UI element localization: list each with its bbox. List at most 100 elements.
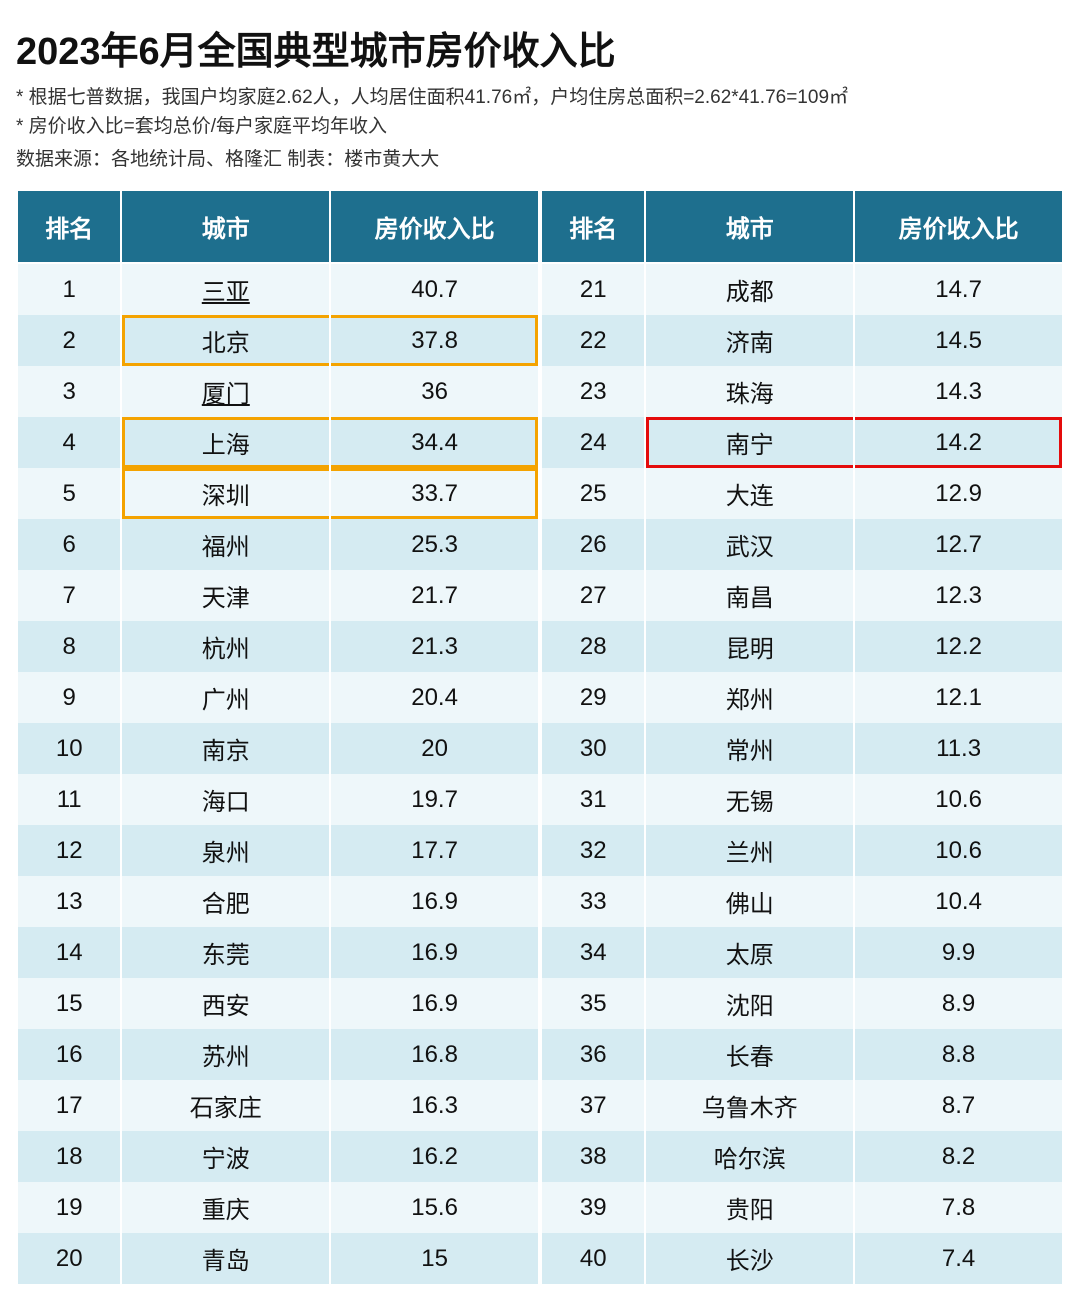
table-row: 19重庆15.6 <box>17 1182 539 1233</box>
cell-ratio: 12.3 <box>854 570 1063 621</box>
cell-city: 深圳 <box>121 468 330 519</box>
cell-rank: 12 <box>17 825 121 876</box>
cell-ratio: 8.7 <box>854 1080 1063 1131</box>
th-city: 城市 <box>121 190 330 263</box>
cell-ratio: 7.8 <box>854 1182 1063 1233</box>
cell-rank: 30 <box>541 723 645 774</box>
cell-ratio: 8.2 <box>854 1131 1063 1182</box>
cell-city: 上海 <box>121 417 330 468</box>
cell-ratio: 15.6 <box>330 1182 539 1233</box>
table-row: 4上海34.4 <box>17 417 539 468</box>
table-row: 1三亚40.7 <box>17 263 539 315</box>
cell-city: 沈阳 <box>645 978 854 1029</box>
cell-ratio: 20 <box>330 723 539 774</box>
cell-city: 武汉 <box>645 519 854 570</box>
table-row: 37乌鲁木齐8.7 <box>541 1080 1063 1131</box>
cell-rank: 25 <box>541 468 645 519</box>
cell-city: 南京 <box>121 723 330 774</box>
cell-city: 成都 <box>645 263 854 315</box>
cell-ratio: 14.7 <box>854 263 1063 315</box>
table-row: 14东莞16.9 <box>17 927 539 978</box>
cell-rank: 32 <box>541 825 645 876</box>
table-row: 32兰州10.6 <box>541 825 1063 876</box>
table-row: 36长春8.8 <box>541 1029 1063 1080</box>
cell-city: 长沙 <box>645 1233 854 1284</box>
table-row: 25大连12.9 <box>541 468 1063 519</box>
cell-rank: 4 <box>17 417 121 468</box>
cell-city: 哈尔滨 <box>645 1131 854 1182</box>
cell-city: 三亚 <box>121 263 330 315</box>
cell-rank: 19 <box>17 1182 121 1233</box>
table-right: 排名 城市 房价收入比 21成都14.722济南14.523珠海14.324南宁… <box>540 189 1064 1284</box>
cell-rank: 14 <box>17 927 121 978</box>
table-row: 5深圳33.7 <box>17 468 539 519</box>
cell-city: 苏州 <box>121 1029 330 1080</box>
cell-rank: 36 <box>541 1029 645 1080</box>
table-row: 40长沙7.4 <box>541 1233 1063 1284</box>
cell-city: 石家庄 <box>121 1080 330 1131</box>
cell-ratio: 16.9 <box>330 876 539 927</box>
cell-city: 南宁 <box>645 417 854 468</box>
cell-ratio: 33.7 <box>330 468 539 519</box>
cell-ratio: 20.4 <box>330 672 539 723</box>
cell-city: 杭州 <box>121 621 330 672</box>
table-row: 22济南14.5 <box>541 315 1063 366</box>
cell-ratio: 14.2 <box>854 417 1063 468</box>
cell-ratio: 21.3 <box>330 621 539 672</box>
cell-rank: 17 <box>17 1080 121 1131</box>
cell-rank: 35 <box>541 978 645 1029</box>
cell-ratio: 21.7 <box>330 570 539 621</box>
cell-rank: 11 <box>17 774 121 825</box>
cell-rank: 5 <box>17 468 121 519</box>
cell-city: 海口 <box>121 774 330 825</box>
cell-city: 昆明 <box>645 621 854 672</box>
cell-ratio: 16.3 <box>330 1080 539 1131</box>
cell-ratio: 15 <box>330 1233 539 1284</box>
table-row: 24南宁14.2 <box>541 417 1063 468</box>
th-rank: 排名 <box>541 190 645 263</box>
table-row: 23珠海14.3 <box>541 366 1063 417</box>
table-row: 18宁波16.2 <box>17 1131 539 1182</box>
cell-ratio: 16.9 <box>330 978 539 1029</box>
table-row: 13合肥16.9 <box>17 876 539 927</box>
cell-rank: 7 <box>17 570 121 621</box>
cell-rank: 21 <box>541 263 645 315</box>
page-title: 2023年6月全国典型城市房价收入比 <box>16 20 1064 75</box>
cell-rank: 29 <box>541 672 645 723</box>
cell-city: 宁波 <box>121 1131 330 1182</box>
cell-ratio: 16.8 <box>330 1029 539 1080</box>
table-row: 38哈尔滨8.2 <box>541 1131 1063 1182</box>
cell-ratio: 16.2 <box>330 1131 539 1182</box>
cell-city: 佛山 <box>645 876 854 927</box>
table-row: 33佛山10.4 <box>541 876 1063 927</box>
table-row: 9广州20.4 <box>17 672 539 723</box>
table-row: 29郑州12.1 <box>541 672 1063 723</box>
cell-ratio: 7.4 <box>854 1233 1063 1284</box>
cell-ratio: 14.3 <box>854 366 1063 417</box>
table-row: 27南昌12.3 <box>541 570 1063 621</box>
table-row: 31无锡10.6 <box>541 774 1063 825</box>
table-row: 16苏州16.8 <box>17 1029 539 1080</box>
cell-city: 济南 <box>645 315 854 366</box>
cell-rank: 26 <box>541 519 645 570</box>
cell-city: 珠海 <box>645 366 854 417</box>
cell-rank: 34 <box>541 927 645 978</box>
cell-ratio: 40.7 <box>330 263 539 315</box>
cell-city: 贵阳 <box>645 1182 854 1233</box>
table-row: 12泉州17.7 <box>17 825 539 876</box>
table-row: 3厦门36 <box>17 366 539 417</box>
cell-city: 西安 <box>121 978 330 1029</box>
cell-city: 常州 <box>645 723 854 774</box>
cell-city: 南昌 <box>645 570 854 621</box>
cell-rank: 13 <box>17 876 121 927</box>
cell-rank: 20 <box>17 1233 121 1284</box>
cell-rank: 18 <box>17 1131 121 1182</box>
cell-rank: 16 <box>17 1029 121 1080</box>
data-source: 数据来源：各地统计局、格隆汇 制表：楼市黄大大 <box>16 144 1064 171</box>
cell-rank: 38 <box>541 1131 645 1182</box>
cell-ratio: 34.4 <box>330 417 539 468</box>
cell-rank: 1 <box>17 263 121 315</box>
table-row: 17石家庄16.3 <box>17 1080 539 1131</box>
cell-rank: 6 <box>17 519 121 570</box>
cell-rank: 3 <box>17 366 121 417</box>
